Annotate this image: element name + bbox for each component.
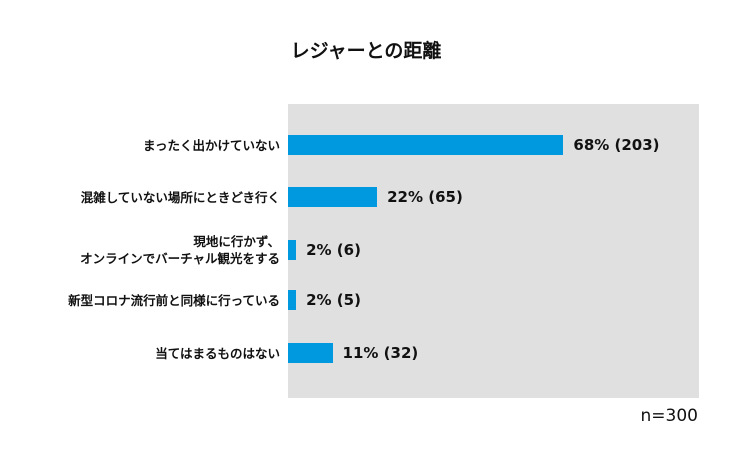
category-label-line: オンラインでバーチャル観光をする	[80, 251, 280, 266]
bar	[288, 135, 564, 155]
bar	[288, 343, 333, 363]
bar	[288, 187, 378, 207]
bar-value-label: 68% (203)	[573, 136, 660, 154]
category-label-line: 混雑していない場所にときどき行く	[80, 189, 280, 205]
bar-value-label: 22% (65)	[387, 188, 463, 206]
bar	[288, 240, 297, 260]
category-label-line: 当てはまるものはない	[155, 345, 280, 361]
bar-value-label: 2% (5)	[306, 291, 361, 309]
category-label-line: 新型コロナ流行前と同様に行っている	[68, 292, 280, 308]
category-label: まったく出かけていない	[0, 137, 280, 154]
category-label-line: 現地に行かず、	[193, 234, 280, 249]
chart-title: レジャーとの距離	[290, 40, 442, 62]
category-label: 当てはまるものはない	[0, 345, 280, 362]
bar	[288, 290, 297, 310]
category-label-line: まったく出かけていない	[142, 137, 280, 153]
category-label: 現地に行かず、オンラインでバーチャル観光をする	[0, 233, 280, 267]
category-label: 新型コロナ流行前と同様に行っている	[0, 292, 280, 309]
category-label: 混雑していない場所にときどき行く	[0, 189, 280, 206]
bar-value-label: 2% (6)	[306, 241, 361, 259]
bar-value-label: 11% (32)	[342, 344, 419, 362]
sample-size-note: n=300	[640, 406, 698, 426]
